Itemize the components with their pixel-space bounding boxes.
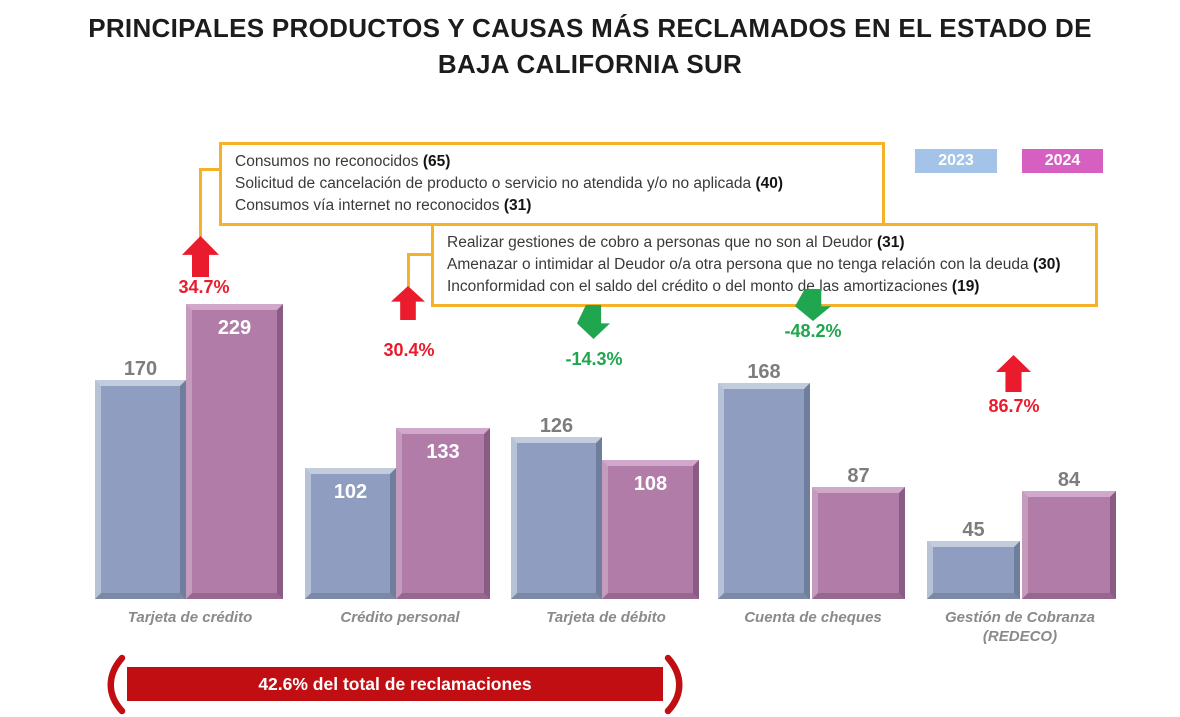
bar-value-label: 84 <box>1057 469 1081 491</box>
pct-change-cuenta-cheques: -48.2% <box>784 321 842 341</box>
left-bracket-icon <box>107 654 126 715</box>
bar-value-label: 126 <box>539 415 574 437</box>
bar-value-label: 168 <box>747 361 781 383</box>
bar-2023: 126 <box>511 415 602 599</box>
increase-arrow-icon <box>182 236 219 277</box>
bar-value-label: 45 <box>962 519 985 541</box>
callout-box-credito-personal: Realizar gestiones de cobro a personas q… <box>431 223 1098 307</box>
bar-2023: 168 <box>718 361 810 599</box>
bar-value-label: 102 <box>333 481 368 503</box>
bar-group-tarjeta-de-credito: 170 229 <box>95 279 295 599</box>
bar-2023: 102 <box>305 468 396 599</box>
page-title: PRINCIPALES PRODUCTOS Y CAUSAS MÁS RECLA… <box>88 13 1092 79</box>
callout-1-connector-vertical <box>199 168 202 237</box>
bar-value-label: 229 <box>217 317 252 339</box>
pct-change-gestion-cobranza: 86.7% <box>988 396 1040 416</box>
callout-2-connector-vertical <box>407 253 410 287</box>
callout-line: Solicitud de cancelación de producto o s… <box>235 175 784 192</box>
bar-group-tarjeta-de-debito: 126 108 <box>511 279 711 599</box>
total-reclamaciones-banner: 42.6% del total de reclamaciones <box>127 667 663 701</box>
category-label-tarjeta-de-credito: Tarjeta de crédito <box>127 609 253 626</box>
bar-value-label: 133 <box>426 441 460 463</box>
callout-line: Consumos vía internet no reconocidos (31… <box>235 197 532 214</box>
bar-2024: 108 <box>602 460 699 599</box>
category-label-cuenta-de-cheques: Cuenta de cheques <box>744 609 882 626</box>
callout-box-tarjeta-credito: Consumos no reconocidos (65) Solicitud d… <box>219 142 885 226</box>
bar-2023: 170 <box>95 358 186 599</box>
pct-change-credito-personal: 30.4% <box>383 340 435 360</box>
bar-2024: 87 <box>812 465 905 599</box>
bar-value-label: 87 <box>847 465 870 487</box>
callout-line: Amenazar o intimidar al Deudor o/a otra … <box>447 256 1061 273</box>
callout-line: Realizar gestiones de cobro a personas q… <box>447 234 905 251</box>
bar-2024: 84 <box>1022 469 1116 599</box>
callout-2-connector-horizontal <box>407 253 432 256</box>
category-label-credito-personal: Crédito personal <box>340 609 460 626</box>
right-bracket-icon <box>664 654 683 715</box>
callout-line: Consumos no reconocidos (65) <box>235 153 451 170</box>
category-label-tarjeta-de-debito: Tarjeta de débito <box>546 609 666 626</box>
bar-value-label: 170 <box>123 358 158 380</box>
legend-2023: 2023 <box>915 149 997 173</box>
pct-change-tarjeta-credito: 34.7% <box>178 277 230 297</box>
callout-line: Inconformidad con el saldo del crédito o… <box>447 278 980 295</box>
bar-group-credito-personal: 102 133 <box>305 279 505 599</box>
pct-change-tarjeta-debito: -14.3% <box>565 349 623 369</box>
bar-2023: 45 <box>927 519 1020 599</box>
bar-value-label: 108 <box>633 473 668 495</box>
legend-2024: 2024 <box>1022 149 1103 173</box>
bar-group-cuenta-de-cheques: 168 87 <box>718 279 918 599</box>
bar-2024: 133 <box>396 428 490 599</box>
category-label-gestion-de-cobranza: Gestión de Cobranza (REDECO) <box>944 609 1096 645</box>
bar-group-gestion-de-cobranza: 45 84 <box>927 279 1127 599</box>
callout-1-connector-horizontal <box>199 168 220 171</box>
bar-2024: 229 <box>186 304 283 599</box>
